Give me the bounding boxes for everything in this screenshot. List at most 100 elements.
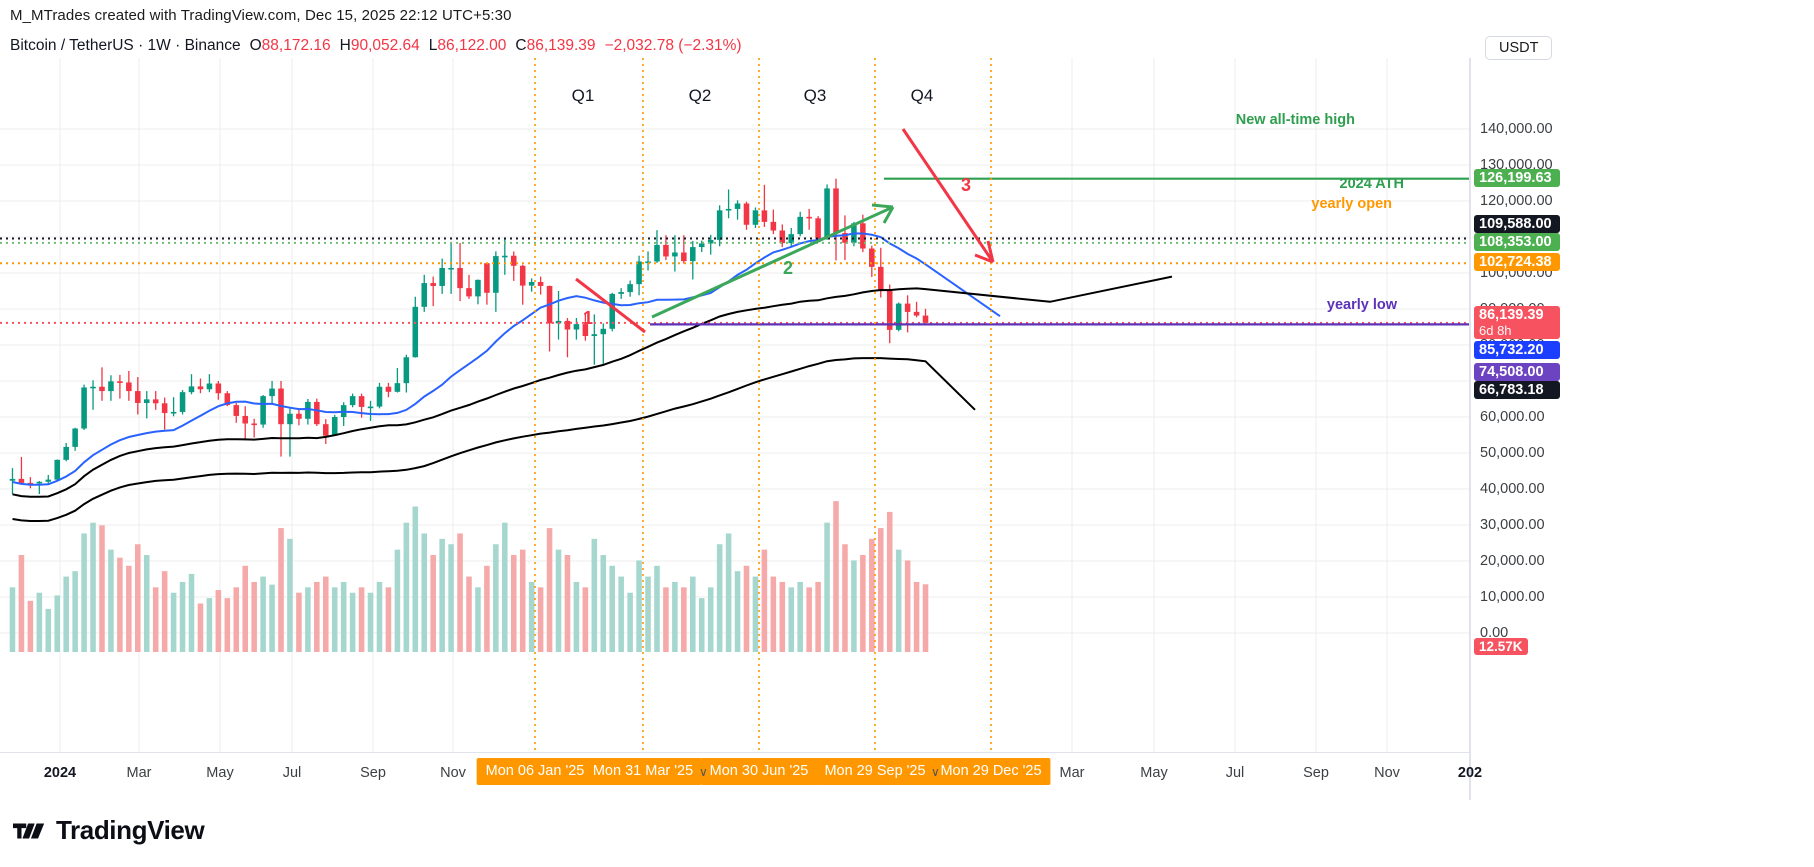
candle-body xyxy=(573,324,580,330)
volume-bar xyxy=(842,544,848,652)
volume-bar xyxy=(698,598,705,652)
price-tick: 50,000.00 xyxy=(1480,445,1545,461)
candle-body xyxy=(493,256,499,293)
volume-bar xyxy=(645,576,651,652)
candle-body xyxy=(251,423,257,426)
volume-bar xyxy=(179,581,186,652)
time-chip[interactable]: Mon 06 Jan '25 xyxy=(476,758,594,785)
volume-bar xyxy=(117,557,123,652)
annotation-2024-ath[interactable]: 2024 ATH xyxy=(1339,176,1404,192)
price-tag-value: 126,199.63 xyxy=(1479,170,1552,186)
candle-body xyxy=(609,293,615,329)
candle-body xyxy=(698,243,705,248)
close-label: C xyxy=(515,37,527,54)
candle-body xyxy=(824,188,830,239)
volume-bar xyxy=(475,587,481,652)
volume-bar xyxy=(349,592,356,652)
time-chip[interactable]: Mon 31 Mar '25 xyxy=(583,758,703,785)
symbol-title[interactable]: Bitcoin / TetherUS · 1W · Binance xyxy=(10,37,241,54)
time-chip[interactable]: Mon 30 Jun '25 xyxy=(700,758,818,785)
annotation-yearly-open[interactable]: yearly open xyxy=(1311,196,1392,212)
candle-body xyxy=(72,428,78,447)
volume-bar xyxy=(314,581,320,652)
price-tag-value: 66,783.18 xyxy=(1479,382,1544,398)
volume-bar xyxy=(376,581,383,652)
volume-bar xyxy=(564,555,571,652)
time-tick: Mar xyxy=(1059,765,1085,781)
volume-bar xyxy=(233,587,240,652)
candle-body xyxy=(922,315,929,323)
price-tag-2024-ath-green[interactable]: 108,353.00 xyxy=(1474,233,1560,251)
volume-bar xyxy=(743,565,750,652)
candle-body xyxy=(323,424,329,436)
tradingview-footer: TradingView xyxy=(13,815,205,846)
candle-body xyxy=(636,261,642,285)
candle-body xyxy=(815,218,821,239)
price-tag-last-price[interactable]: 86,139.39 6d 8h xyxy=(1474,306,1560,339)
volume-bar xyxy=(278,528,284,652)
time-tick: 2024 xyxy=(43,765,77,781)
time-chip[interactable]: Mon 29 Sep '25 xyxy=(815,758,935,785)
time-chip[interactable]: Mon 29 Dec '25 xyxy=(931,758,1051,785)
candle-body xyxy=(537,282,544,286)
candle-body xyxy=(421,283,428,307)
price-tag-black-level[interactable]: 66,783.18 xyxy=(1474,381,1560,399)
quarter-label-q4: Q4 xyxy=(910,86,934,105)
volume-bar xyxy=(886,511,893,652)
price-tick: 120,000.00 xyxy=(1480,193,1553,209)
annotation-new-all-time-high[interactable]: New all-time high xyxy=(1235,112,1355,128)
candle-body xyxy=(502,255,508,258)
volume-bar xyxy=(126,565,132,652)
candle-body xyxy=(412,306,419,358)
volume-bar xyxy=(81,533,87,652)
volume-bar xyxy=(18,555,25,652)
candle-body xyxy=(779,230,786,244)
candle-body xyxy=(117,381,123,383)
volume-bar xyxy=(833,501,839,652)
currency-chip[interactable]: USDT xyxy=(1485,36,1553,60)
volume-bar xyxy=(224,598,231,652)
time-tick: Mar xyxy=(126,765,152,781)
candle-body xyxy=(484,263,490,293)
volume-bar xyxy=(681,587,687,652)
candle-body xyxy=(305,401,311,419)
time-tick: Sep xyxy=(1303,765,1329,781)
price-tag-yearly-low-purple[interactable]: 74,508.00 xyxy=(1474,363,1560,381)
price-tag-new-all-time-high[interactable]: 126,199.63 xyxy=(1474,169,1560,187)
time-axis[interactable]: 2024 Mar May Jul Sep Nov Mar May Jul Sep Nov 202 Mo… xyxy=(0,752,1482,800)
volume-bar xyxy=(206,598,213,652)
price-tag-value: 85,732.20 xyxy=(1479,342,1544,358)
candle-body xyxy=(9,478,16,481)
wave-2-arrowhead xyxy=(871,203,895,224)
price-tag-2024-ath-black[interactable]: 109,588.00 xyxy=(1474,215,1560,233)
candle-body xyxy=(36,481,43,484)
candle-body xyxy=(242,415,248,424)
candle-body xyxy=(188,386,195,393)
candle-body xyxy=(54,459,61,480)
candle-body xyxy=(913,311,920,316)
change-value: −2,032.78 (−2.31%) xyxy=(604,37,742,54)
price-tag-yearly-open[interactable]: 102,724.38 xyxy=(1474,253,1560,271)
volume-bar xyxy=(877,528,884,652)
tradingview-wordmark: TradingView xyxy=(56,815,205,845)
annotation-yearly-low[interactable]: yearly low xyxy=(1326,297,1397,313)
volume-bar xyxy=(707,587,714,652)
close-value: 86,139.39 xyxy=(526,37,596,54)
candle-body xyxy=(314,401,320,425)
volume-bar xyxy=(72,571,78,652)
price-tag-yearly-low-blue[interactable]: 85,732.20 xyxy=(1474,341,1560,359)
volume-bar xyxy=(466,576,472,652)
quarter-label-q2: Q2 xyxy=(688,86,712,105)
volume-bar xyxy=(788,587,795,652)
volume-bar xyxy=(251,581,257,652)
low-label: L xyxy=(428,37,438,54)
candle-body xyxy=(170,411,177,414)
volume-bar xyxy=(36,592,43,652)
price-tick: 30,000.00 xyxy=(1480,517,1545,533)
chip-caret-1: ∨ xyxy=(699,765,708,779)
candle-body xyxy=(99,386,105,392)
candle-body xyxy=(63,446,69,460)
candle-body xyxy=(233,405,240,416)
